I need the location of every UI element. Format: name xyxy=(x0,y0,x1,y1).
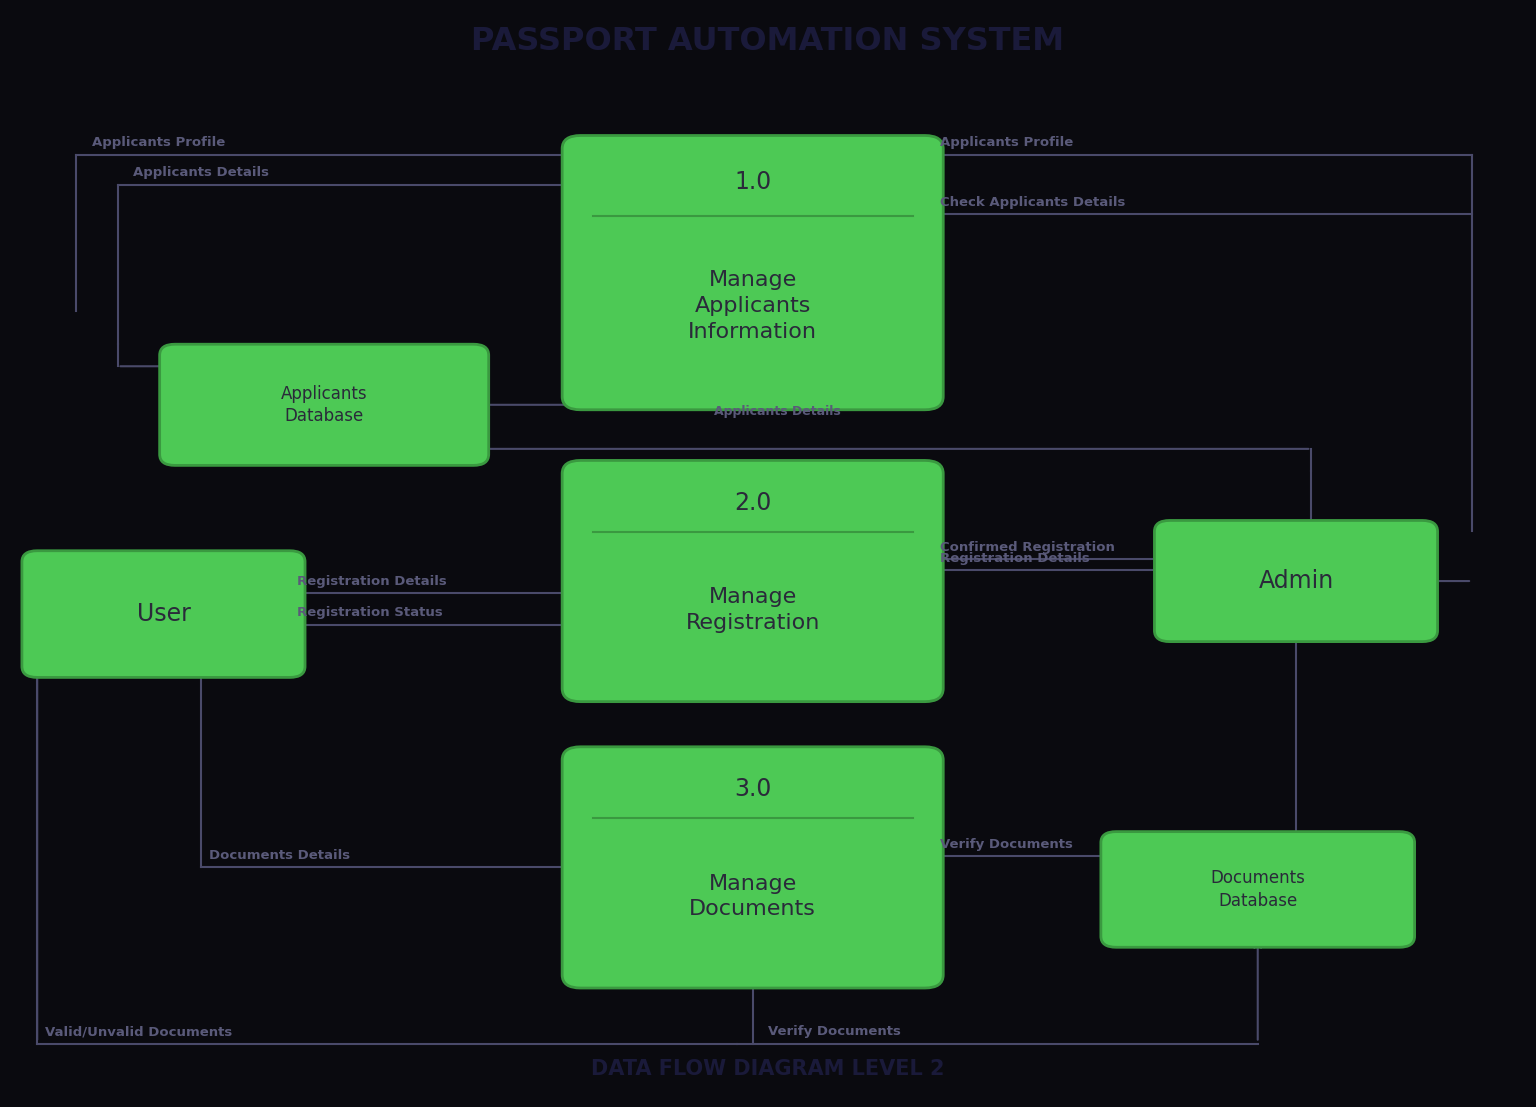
FancyBboxPatch shape xyxy=(562,135,943,410)
Text: 3.0: 3.0 xyxy=(734,777,771,801)
FancyBboxPatch shape xyxy=(1101,831,1415,948)
FancyBboxPatch shape xyxy=(562,461,943,702)
Text: DATA FLOW DIAGRAM LEVEL 2: DATA FLOW DIAGRAM LEVEL 2 xyxy=(591,1059,945,1079)
FancyBboxPatch shape xyxy=(1155,520,1438,642)
Text: Applicants Profile: Applicants Profile xyxy=(940,136,1074,149)
Text: Valid/Unvalid Documents: Valid/Unvalid Documents xyxy=(45,1025,232,1038)
FancyBboxPatch shape xyxy=(160,344,488,465)
Text: Registration Status: Registration Status xyxy=(298,606,444,619)
Text: Verify Documents: Verify Documents xyxy=(940,838,1074,851)
Text: 1.0: 1.0 xyxy=(734,170,771,194)
Text: Confirmed Registration: Confirmed Registration xyxy=(940,540,1115,554)
Text: Applicants Details: Applicants Details xyxy=(134,166,269,179)
Text: Verify Documents: Verify Documents xyxy=(768,1025,902,1038)
Text: Check Applicants Details: Check Applicants Details xyxy=(940,196,1126,209)
FancyBboxPatch shape xyxy=(562,747,943,989)
Text: Applicants Details: Applicants Details xyxy=(714,405,842,418)
Text: Manage
Registration: Manage Registration xyxy=(685,587,820,633)
Text: Documents Details: Documents Details xyxy=(209,849,350,862)
Text: Admin: Admin xyxy=(1258,569,1333,593)
Text: Applicants Profile: Applicants Profile xyxy=(92,136,224,149)
Text: Applicants
Database: Applicants Database xyxy=(281,385,367,425)
Text: Documents
Database: Documents Database xyxy=(1210,869,1306,910)
Text: Registration Details: Registration Details xyxy=(940,551,1091,565)
Text: Registration Details: Registration Details xyxy=(298,575,447,588)
FancyBboxPatch shape xyxy=(22,551,306,677)
Text: User: User xyxy=(137,602,190,627)
Text: Manage
Applicants
Information: Manage Applicants Information xyxy=(688,270,817,342)
Text: Manage
Documents: Manage Documents xyxy=(690,873,816,919)
Text: 2.0: 2.0 xyxy=(734,490,771,515)
Text: PASSPORT AUTOMATION SYSTEM: PASSPORT AUTOMATION SYSTEM xyxy=(472,25,1064,56)
